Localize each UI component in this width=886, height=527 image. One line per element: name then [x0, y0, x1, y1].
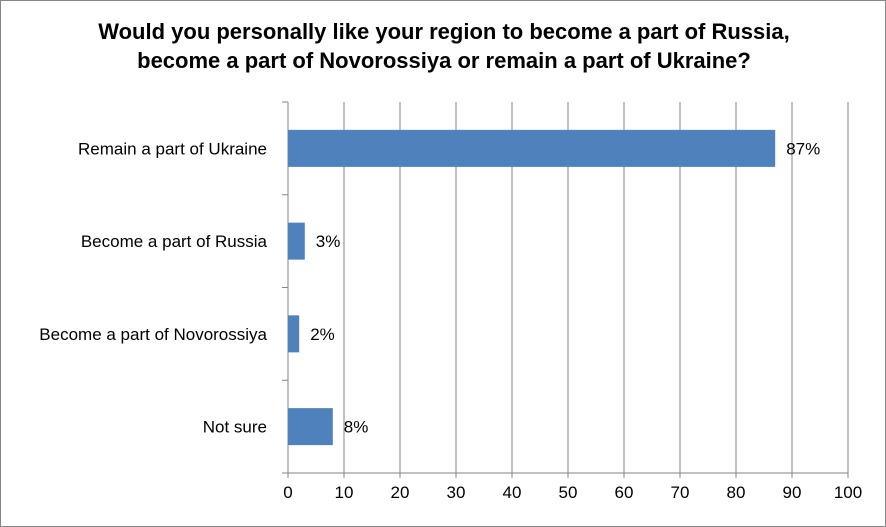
x-tick-label: 60	[615, 483, 634, 502]
x-tick-label: 90	[783, 483, 802, 502]
x-tick-label: 30	[447, 483, 466, 502]
data-label: 3%	[316, 232, 341, 251]
data-label: 2%	[310, 325, 335, 344]
x-tick-label: 80	[727, 483, 746, 502]
x-tick-label: 40	[503, 483, 522, 502]
chart-title: Would you personally like your region to…	[1, 17, 886, 75]
bar	[288, 222, 305, 260]
data-label: 87%	[786, 139, 820, 158]
x-tick-label: 10	[335, 483, 354, 502]
x-tick-label: 70	[671, 483, 690, 502]
category-label: Not sure	[203, 418, 267, 437]
bar	[288, 408, 333, 446]
bar	[288, 129, 776, 167]
x-tick-label: 20	[391, 483, 410, 502]
x-tick-label: 50	[559, 483, 578, 502]
x-tick-label: 100	[834, 483, 862, 502]
chart-title-line-2: become a part of Novorossiya or remain a…	[137, 48, 751, 73]
bar	[288, 315, 300, 353]
category-label: Become a part of Russia	[81, 232, 268, 251]
chart-title-line-1: Would you personally like your region to…	[98, 19, 790, 44]
x-tick-label: 0	[283, 483, 292, 502]
data-label: 8%	[344, 418, 369, 437]
category-label: Become a part of Novorossiya	[39, 325, 267, 344]
category-label: Remain a part of Ukraine	[78, 139, 267, 158]
